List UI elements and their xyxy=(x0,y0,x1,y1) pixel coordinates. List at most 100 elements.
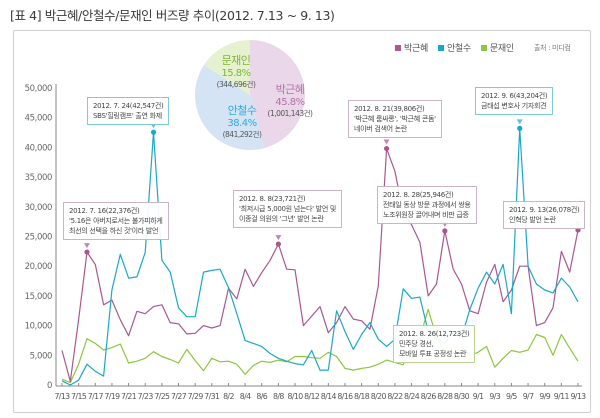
pie-label-count: (344,696건) xyxy=(217,79,256,89)
x-tick-label: 7/19 xyxy=(104,392,120,401)
annotation-box: 2012. 9. 13(26,078건) 인혁당 발언 논란 xyxy=(503,201,586,229)
x-tick-label: 7/17 xyxy=(88,392,104,401)
annotation-marker xyxy=(150,129,157,135)
y-tick-label: 15,000 xyxy=(25,292,52,302)
annotation-box: 2012. 7. 24(42,547건) SBS'힐링캠프' 출연 화제 xyxy=(87,97,170,125)
annotation-marker xyxy=(517,125,523,131)
x-tick-label: 8/14 xyxy=(321,392,337,401)
legend-label-park: 박근혜 xyxy=(404,44,428,54)
annotation-marker xyxy=(275,241,281,247)
x-tick-label: 8/2 xyxy=(223,392,234,401)
pie-label-percent: 45.8% xyxy=(275,97,304,108)
x-tick-label: 7/29 xyxy=(188,392,204,401)
y-tick-label: 45,000 xyxy=(25,114,52,124)
annotation-line: 민주당 경선, xyxy=(399,340,434,348)
annotation-line: 2012. 7. 16(22,376건) xyxy=(69,207,140,215)
y-tick-label: 20,000 xyxy=(25,262,52,272)
x-tick-label: 8/10 xyxy=(287,392,303,401)
x-tick-label: 7/13 xyxy=(54,392,70,401)
x-tick-label: 8/28 xyxy=(437,392,453,401)
annotation-line: 노조위원장 끌어내며 비판 급증 xyxy=(383,211,469,219)
annotation-line: 2012. 9. 13(26,078건) xyxy=(509,206,580,214)
annotation-line: 2012. 8. 28(25,946건) xyxy=(383,191,454,199)
pie-label-count: (1,001,143건) xyxy=(268,108,313,118)
y-tick-label: 30,000 xyxy=(25,203,52,213)
annotation-marker xyxy=(383,145,390,152)
series-line-0 xyxy=(61,148,579,382)
x-tick-label: 7/21 xyxy=(121,392,137,401)
annotation-box: 2012. 7. 16(22,376건) '5.16은 아버지로서는 불가피하게 최… xyxy=(63,202,169,240)
y-tick-label: 35,000 xyxy=(25,173,52,183)
pie-label-name: 안철수 xyxy=(228,104,257,117)
legend-item-park: 박근혜 xyxy=(395,41,428,54)
annotation-pointer xyxy=(83,243,90,249)
x-tick-label: 8/16 xyxy=(337,392,353,401)
x-tick-label: 8/24 xyxy=(404,392,420,401)
annotation-line: 2012. 8. 8(23,721건) xyxy=(239,195,306,203)
annotation-line: 인혁당 발언 논란 xyxy=(509,216,556,224)
annotation-line: 2012. 8. 26(12,723건) xyxy=(399,330,470,338)
chart-frame xyxy=(13,30,591,413)
pie-label-count: (841,292건) xyxy=(223,129,262,139)
x-tick-label: 8/6 xyxy=(256,392,267,401)
x-tick-label: 8/8 xyxy=(273,392,284,401)
chart-title: [표 4] 박근혜/안철수/문재인 버즈량 추이(2012. 7.13 ~ 9.… xyxy=(10,8,335,23)
annotation-line: 2012. 8. 21(39,806건) xyxy=(354,105,425,113)
pie-label-percent: 15.8% xyxy=(221,68,250,79)
x-tick-label: 7/23 xyxy=(138,392,154,401)
legend-swatch-ahn xyxy=(437,44,444,51)
annotation-line: '5.16은 아버지로서는 불가피하게 xyxy=(69,217,163,225)
series-line-2 xyxy=(61,308,579,384)
x-tick-label: 8/30 xyxy=(454,392,470,401)
annotation-line: '박근혜 룸싸롱', '박근혜 콘돔' xyxy=(354,115,436,123)
annotation-pointer xyxy=(516,119,523,125)
x-tick-label: 8/20 xyxy=(371,392,387,401)
x-tick-label: 8/26 xyxy=(421,392,437,401)
y-tick-label: 25,000 xyxy=(25,233,52,243)
x-tick-label: 8/18 xyxy=(354,392,370,401)
pie-label-percent: 38.4% xyxy=(227,118,256,129)
x-tick-label: 7/15 xyxy=(71,392,87,401)
x-tick-label: 9/1 xyxy=(473,392,484,401)
annotation-box: 2012. 8. 21(39,806건) '박근혜 룸싸롱', '박근혜 콘돔' 네… xyxy=(348,100,442,138)
x-tick-label: 7/27 xyxy=(171,392,187,401)
y-tick-label: 10,000 xyxy=(25,322,52,332)
x-tick-label: 9/7 xyxy=(523,392,534,401)
legend: 박근혜 안철수 문재인 출처 : 미디컴 xyxy=(395,41,571,54)
legend-label-ahn: 안철수 xyxy=(446,44,471,54)
y-tick-label: 0 xyxy=(47,381,52,391)
annotation-line: 전태일 동상 방문 과정에서 쌍용 xyxy=(383,201,471,209)
y-tick-label: 5,000 xyxy=(30,351,52,361)
x-tick-label: 8/4 xyxy=(240,392,251,401)
pie-slice xyxy=(203,40,250,95)
annotation-marker xyxy=(84,249,90,255)
annotation-line: 2012. 9. 6(43,204건) xyxy=(481,92,548,100)
annotation-pointer xyxy=(275,235,282,241)
x-tick-label: 9/9 xyxy=(539,392,550,401)
x-tick-label: 9/3 xyxy=(489,392,500,401)
pie-slice xyxy=(250,40,305,149)
annotation-line: 이종걸 의원의 '그년' 발언 논란 xyxy=(239,215,324,223)
annotation-marker xyxy=(442,228,448,234)
y-tick-label: 40,000 xyxy=(25,143,52,153)
pie-label-name: 문재인 xyxy=(222,54,251,67)
legend-item-moon: 문재인 xyxy=(480,41,514,54)
x-tick-label: 8/12 xyxy=(304,392,320,401)
annotation-box: 2012. 8. 8(23,721건) '최저시급 5,000원 넘는다' 발언 … xyxy=(233,190,343,228)
annotation-pointer xyxy=(383,139,390,145)
series-line-1 xyxy=(61,127,579,386)
annotation-line: SBS'힐링캠프' 출연 화제 xyxy=(93,112,162,120)
legend-swatch-moon xyxy=(480,44,487,51)
annotation-line: 네이버 검색어 논란 xyxy=(354,125,407,133)
x-tick-label: 9/13 xyxy=(570,392,586,401)
legend-item-ahn: 안철수 xyxy=(437,41,471,54)
annotation-box: 2012. 9. 6(43,204건) 금태섭 변호사 기자회견 xyxy=(475,87,554,115)
annotation-line: 모바일 투표 공정성 논란 xyxy=(399,350,467,358)
source-note: 출처 : 미디컴 xyxy=(533,43,571,52)
x-tick-label: 9/5 xyxy=(506,392,517,401)
legend-swatch-park xyxy=(395,44,401,51)
legend-label-moon: 문재인 xyxy=(489,44,514,54)
